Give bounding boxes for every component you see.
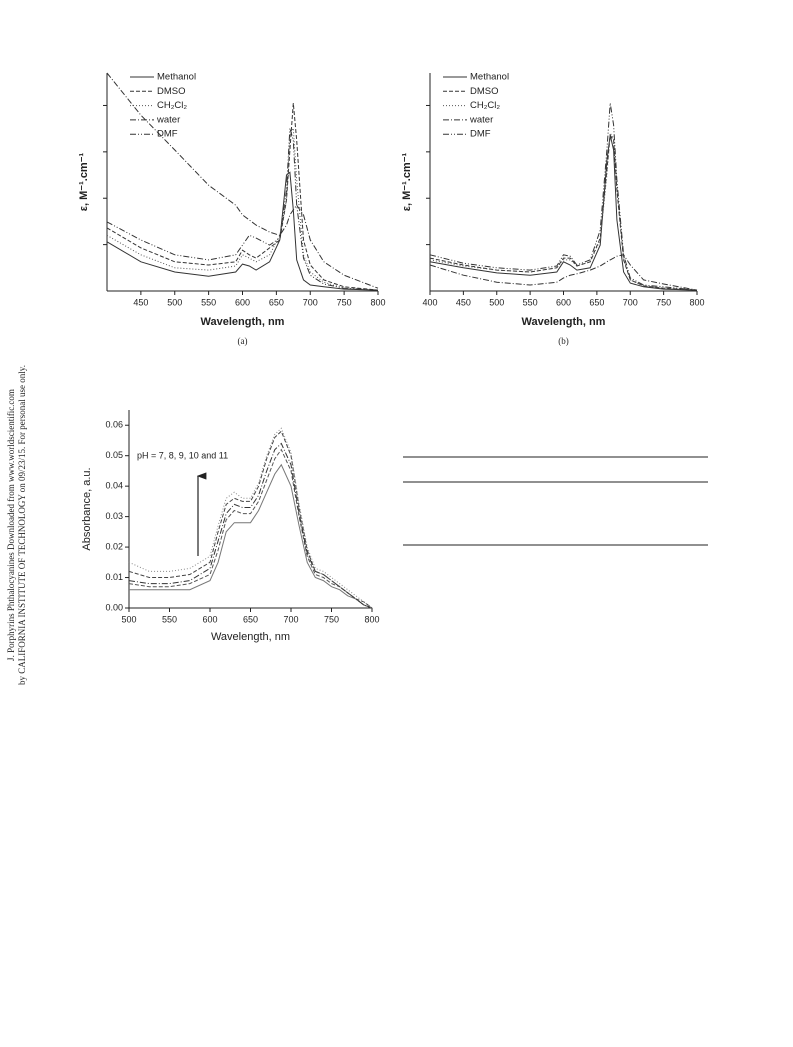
legend-label: Methanol [470,72,509,83]
x-tick-label: 800 [689,297,704,307]
x-axis-label: Wavelength, nm [522,316,606,328]
side-note-line: J. Porphyrins Phthalocyanines Downloaded… [6,389,16,661]
x-tick-label: 450 [133,297,148,307]
series-line [429,131,698,291]
y-tick-label: 0.01 [105,572,123,582]
x-tick-label: 750 [337,297,352,307]
legend-label: Methanol [157,72,196,83]
x-tick-label: 700 [623,297,638,307]
series-line [106,72,379,289]
series-line [128,442,373,609]
legend-label: CH₂Cl₂ [470,100,500,111]
x-tick-label: 600 [202,614,217,624]
annotation: pH = 7, 8, 9, 10 and 11 [137,450,228,460]
x-tick-label: 550 [201,297,216,307]
series-line [429,103,698,291]
y-tick-label: 0.02 [105,541,123,551]
x-tick-label: 500 [489,297,504,307]
legend-label: water [156,114,180,125]
y-axis-label: ε, M⁻¹.cm⁻¹ [78,152,90,211]
caption: (b) [558,336,569,346]
legend-label: CH₂Cl₂ [157,100,187,111]
x-tick-label: 550 [523,297,538,307]
x-tick-label: 500 [167,297,182,307]
series-line [106,171,379,291]
x-tick-label: 650 [589,297,604,307]
series-line [128,430,373,609]
legend-label: DMSO [470,86,499,97]
y-tick-label: 0.06 [105,420,123,430]
y-tick-label: 0.00 [105,602,123,612]
legend-label: water [469,114,493,125]
x-tick-label: 600 [556,297,571,307]
x-tick-label: 800 [370,297,385,307]
y-tick-label: 0.04 [105,481,123,491]
x-tick-label: 450 [456,297,471,307]
y-axis-label: ε, M⁻¹.cm⁻¹ [401,152,413,211]
side-note-line: by CALIFORNIA INSTITUTE OF TECHNOLOGY on… [17,365,27,685]
x-tick-label: 800 [364,614,379,624]
x-tick-label: 550 [162,614,177,624]
x-tick-label: 400 [422,297,437,307]
x-axis-label: Wavelength, nm [201,316,285,328]
series-line [106,126,379,291]
y-tick-label: 0.03 [105,511,123,521]
legend-label: DMF [157,129,178,140]
y-tick-label: 0.05 [105,450,123,460]
legend-label: DMF [470,129,491,140]
series-line [429,254,698,291]
series-line [106,103,379,291]
series-line [429,135,698,291]
x-tick-label: 750 [324,614,339,624]
x-tick-label: 750 [656,297,671,307]
legend-label: DMSO [157,86,186,97]
side-note: J. Porphyrins Phthalocyanines Downloaded… [6,365,27,685]
series-line [429,133,698,291]
x-tick-label: 650 [243,614,258,624]
series-line [128,427,373,609]
y-axis-label: Absorbance, a.u. [81,467,93,550]
x-tick-label: 700 [303,297,318,307]
series-line [106,128,379,291]
caption: (a) [238,336,248,346]
series-line [129,463,373,609]
x-tick-label: 500 [121,614,136,624]
x-tick-label: 600 [235,297,250,307]
x-tick-label: 650 [269,297,284,307]
x-tick-label: 700 [283,614,298,624]
x-axis-label: Wavelength, nm [211,631,290,643]
